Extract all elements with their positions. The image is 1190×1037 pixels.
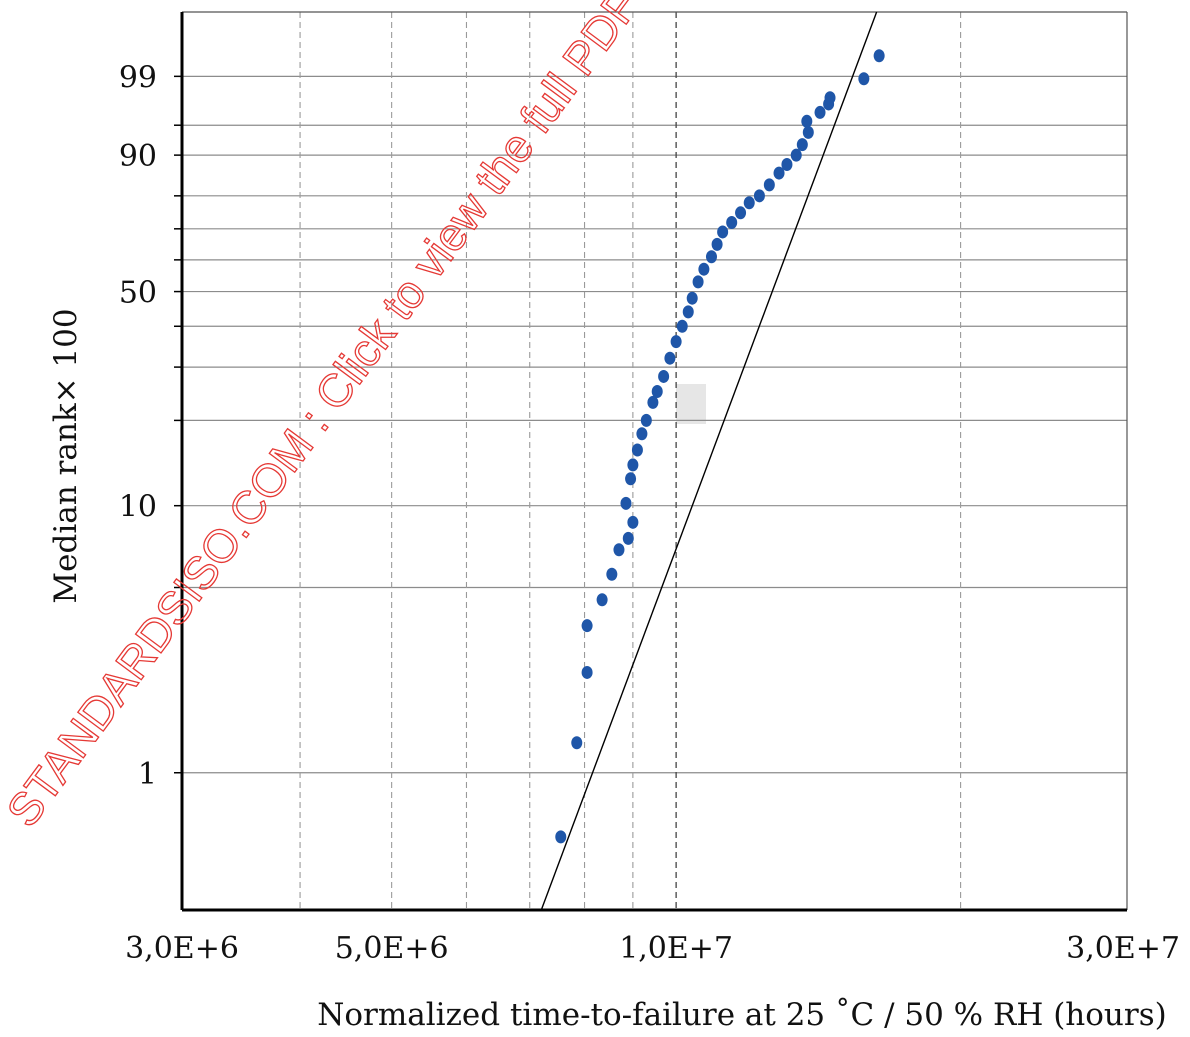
data-point-8: [627, 515, 639, 529]
horizontal-gridlines: [174, 75, 1127, 774]
y-tick-label-4: 99: [119, 60, 157, 95]
data-point-25: [705, 250, 717, 264]
data-point-14: [640, 413, 652, 427]
data-point-33: [773, 166, 785, 180]
x-tick-label-2: 1,0E+7: [619, 931, 733, 966]
data-point-28: [726, 215, 738, 229]
data-point-13: [636, 427, 648, 441]
data-point-42: [858, 72, 870, 86]
data-point-18: [664, 351, 676, 365]
x-tick-label-0: 3,0E+6: [125, 931, 239, 966]
data-point-41: [823, 97, 835, 111]
data-point-20: [676, 319, 688, 333]
data-point-34: [781, 158, 793, 172]
plot-background: [182, 12, 1127, 910]
data-point-43: [873, 49, 885, 63]
data-point-11: [627, 458, 639, 472]
y-axis-label: Median rank× 100: [48, 308, 84, 603]
data-point-39: [814, 105, 826, 119]
data-point-7: [622, 531, 634, 545]
x-tick-labels: 3,0E+6 5,0E+6 1,0E+7 3,0E+7: [125, 931, 1180, 966]
data-point-10: [625, 472, 637, 486]
data-point-9: [620, 496, 632, 510]
data-point-38: [801, 114, 813, 128]
data-point-37: [802, 125, 814, 139]
data-point-32: [763, 178, 775, 192]
data-point-1: [571, 736, 583, 750]
y-tick-label-0: 1: [138, 757, 157, 792]
data-point-27: [717, 225, 729, 239]
data-point-21: [682, 305, 694, 319]
data-point-30: [743, 196, 755, 210]
data-point-6: [613, 543, 625, 557]
data-point-36: [796, 138, 808, 152]
data-point-15: [647, 395, 659, 409]
data-points: [555, 49, 885, 844]
y-tick-labels: 1 10 50 90 99: [119, 60, 157, 791]
data-point-29: [735, 206, 747, 220]
data-point-5: [606, 567, 618, 581]
data-point-17: [658, 369, 670, 383]
data-point-0: [555, 830, 567, 844]
data-point-22: [686, 291, 698, 305]
data-point-19: [670, 335, 682, 349]
data-point-2: [581, 665, 593, 679]
data-point-24: [698, 262, 710, 276]
fit-line: [540, 11, 878, 911]
data-point-23: [692, 275, 704, 289]
data-point-35: [790, 148, 802, 162]
highlight-cell: [676, 384, 706, 424]
x-tick-label-3: 3,0E+7: [1066, 931, 1180, 966]
y-tick-label-3: 90: [119, 139, 157, 174]
x-axis-label: Normalized time-to-failure at 25 ˚C / 50…: [317, 997, 1166, 1033]
data-point-26: [711, 237, 723, 251]
data-point-3: [581, 619, 593, 633]
data-point-16: [651, 385, 663, 399]
data-point-31: [753, 189, 765, 203]
y-tick-label-1: 10: [119, 490, 157, 525]
data-point-4: [596, 593, 608, 607]
y-tick-label-2: 50: [119, 276, 157, 311]
data-point-12: [631, 443, 643, 457]
fit-line-layer: [540, 11, 878, 911]
x-tick-label-1: 5,0E+6: [335, 931, 449, 966]
